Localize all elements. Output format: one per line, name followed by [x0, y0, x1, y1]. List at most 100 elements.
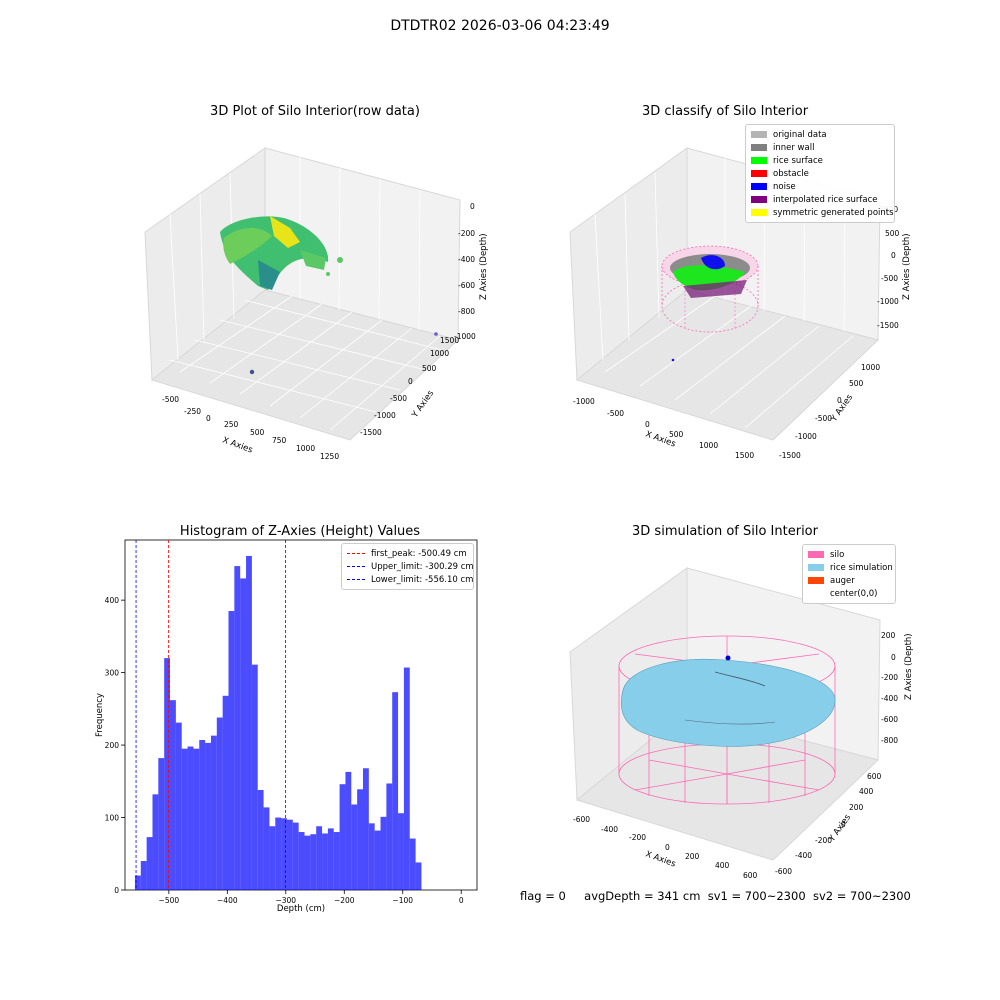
- legend-label: first_peak: -500.49 cm: [371, 548, 467, 559]
- raw-x-tick: 500: [250, 428, 265, 437]
- raw-x-tick: 1000: [296, 444, 315, 453]
- histogram-bar: [164, 658, 171, 890]
- histogram-x-tick-label: −400: [217, 896, 238, 905]
- histogram-bar: [240, 578, 247, 890]
- raw-y-tick: -1500: [360, 428, 382, 437]
- histogram-vlines: [135, 540, 287, 890]
- classify-plot-title: 3D classify of Silo Interior: [641, 104, 809, 119]
- simulation-y-tick: -200: [815, 836, 832, 845]
- legend-item: rice simulation: [808, 561, 893, 574]
- classify-y-tick: 1000: [861, 363, 880, 372]
- raw-3d-plot: -500 -250 0 250 500 750 1000 1250 X Axie…: [144, 147, 489, 461]
- classify-z-tick: 500: [885, 229, 900, 238]
- raw-y-label: Y Axies: [410, 388, 437, 420]
- legend-label: noise: [773, 181, 796, 192]
- legend-label: symmetric generated points: [773, 207, 894, 218]
- raw-y-tick: 1500: [440, 336, 459, 345]
- histogram-bar: [170, 700, 176, 890]
- raw-x-tick: -500: [162, 395, 179, 404]
- histogram-y-tick-label: 0: [114, 886, 119, 895]
- figure-title: DTDTR02 2026-03-06 04:23:49: [390, 18, 610, 34]
- legend-line: [347, 566, 365, 567]
- legend-swatch: [751, 196, 767, 203]
- legend-item: interpolated rice surface: [751, 193, 889, 206]
- classify-z-label: Z Axies (Depth): [902, 233, 912, 300]
- histogram-bar: [152, 794, 159, 890]
- simulation-y-tick: -400: [795, 851, 812, 860]
- raw-x-tick: 1250: [320, 452, 339, 461]
- legend-swatch: [808, 564, 824, 571]
- histogram-bar: [292, 822, 299, 890]
- legend-label: rice simulation: [830, 562, 893, 573]
- raw-x-tick: 750: [272, 436, 287, 445]
- legend-label: inner wall: [773, 142, 815, 153]
- histogram-bar: [357, 789, 363, 890]
- classify-y-tick: -500: [815, 414, 832, 423]
- simulation-x-tick: 200: [685, 852, 700, 861]
- simulation-legend: silo rice simulation auger center(0,0): [802, 544, 896, 604]
- histogram-bar: [251, 664, 258, 890]
- histogram-y-tick-label: 300: [105, 669, 120, 678]
- raw-x-tick: 0: [206, 414, 211, 423]
- histogram-bar: [281, 818, 287, 890]
- histogram-bar: [234, 566, 241, 890]
- simulation-pane-floor: [575, 709, 879, 861]
- simulation-y-tick: 0: [841, 820, 846, 829]
- raw-z-tick: -800: [458, 307, 475, 316]
- simulation-z-ticks: 200 0 -200 -400 -600 -800: [881, 631, 898, 745]
- histogram-bar: [298, 832, 305, 890]
- legend-label: rice surface: [773, 155, 823, 166]
- histogram-y-tick-label: 100: [105, 814, 120, 823]
- sv2-text: sv2 = 700~2300: [812, 889, 911, 903]
- histogram-y-label: Frequency: [95, 693, 105, 737]
- histogram-bar: [134, 875, 141, 890]
- raw-y-ticks: -1500 -1000 -500 0 500 1000 1500: [360, 336, 459, 437]
- classify-x-ticks: -1000 -500 0 500 1000 1500: [573, 397, 754, 460]
- avg-depth-text: avgDepth = 341 cm: [584, 889, 701, 903]
- legend-label: original data: [773, 129, 827, 140]
- simulation-y-tick: 200: [849, 803, 864, 812]
- histogram-bar: [158, 758, 165, 890]
- histogram-bar: [175, 722, 182, 890]
- histogram-bar: [216, 717, 223, 890]
- classify-y-tick: -1000: [795, 432, 817, 441]
- histogram-bar: [263, 807, 270, 890]
- legend-swatch: [808, 577, 824, 584]
- simulation-z-tick: 0: [891, 653, 896, 662]
- raw-x-ticks: -500 -250 0 250 500 750 1000 1250: [162, 395, 339, 461]
- classify-z-tick: -1500: [877, 321, 899, 330]
- histogram-bar: [368, 823, 375, 890]
- histogram-title: Histogram of Z-Axies (Height) Values: [179, 524, 421, 539]
- histogram-y-ticks: 0 100 200 300 400: [105, 596, 125, 895]
- raw-z-tick: -200: [458, 229, 475, 238]
- simulation-x-tick: -200: [629, 833, 646, 842]
- classify-z-tick: -500: [881, 274, 898, 283]
- classify-y-label: Y Axies: [829, 392, 856, 424]
- raw-z-label: Z Axies (Depth): [479, 233, 489, 300]
- legend-swatch: [808, 551, 824, 558]
- histogram-bar: [322, 833, 328, 890]
- legend-label: obstacle: [773, 168, 809, 179]
- histogram-bar: [345, 771, 352, 890]
- surface-contour: [714, 671, 766, 687]
- histogram-bar: [222, 695, 229, 890]
- legend-label: center(0,0): [830, 588, 878, 599]
- status-footer: flag = 0 avgDepth = 341 cm sv1 = 700~230…: [520, 889, 911, 903]
- histogram-bar: [181, 748, 188, 890]
- legend-label: silo: [830, 549, 845, 560]
- simulation-y-ticks: -600 -400 -200 0 200 400 600: [775, 772, 882, 876]
- raw-x-tick: 250: [224, 420, 239, 429]
- classify-y-tick: 0: [837, 396, 842, 405]
- rice-simulation-surface: [620, 659, 836, 747]
- legend-item: original data: [751, 128, 889, 141]
- histogram-bar: [409, 838, 416, 890]
- simulation-z-tick: -200: [881, 673, 898, 682]
- histogram-bar: [392, 692, 399, 890]
- histogram-bar: [333, 832, 340, 890]
- histogram-x-tick-label: 0: [459, 896, 464, 905]
- legend-item: silo: [808, 548, 890, 561]
- classify-x-tick: 0: [645, 420, 650, 429]
- histogram-bar: [193, 748, 200, 890]
- histogram-bar: [351, 804, 358, 890]
- raw-z-ticks: 0 -200 -400 -600 -800 -1000: [454, 202, 476, 341]
